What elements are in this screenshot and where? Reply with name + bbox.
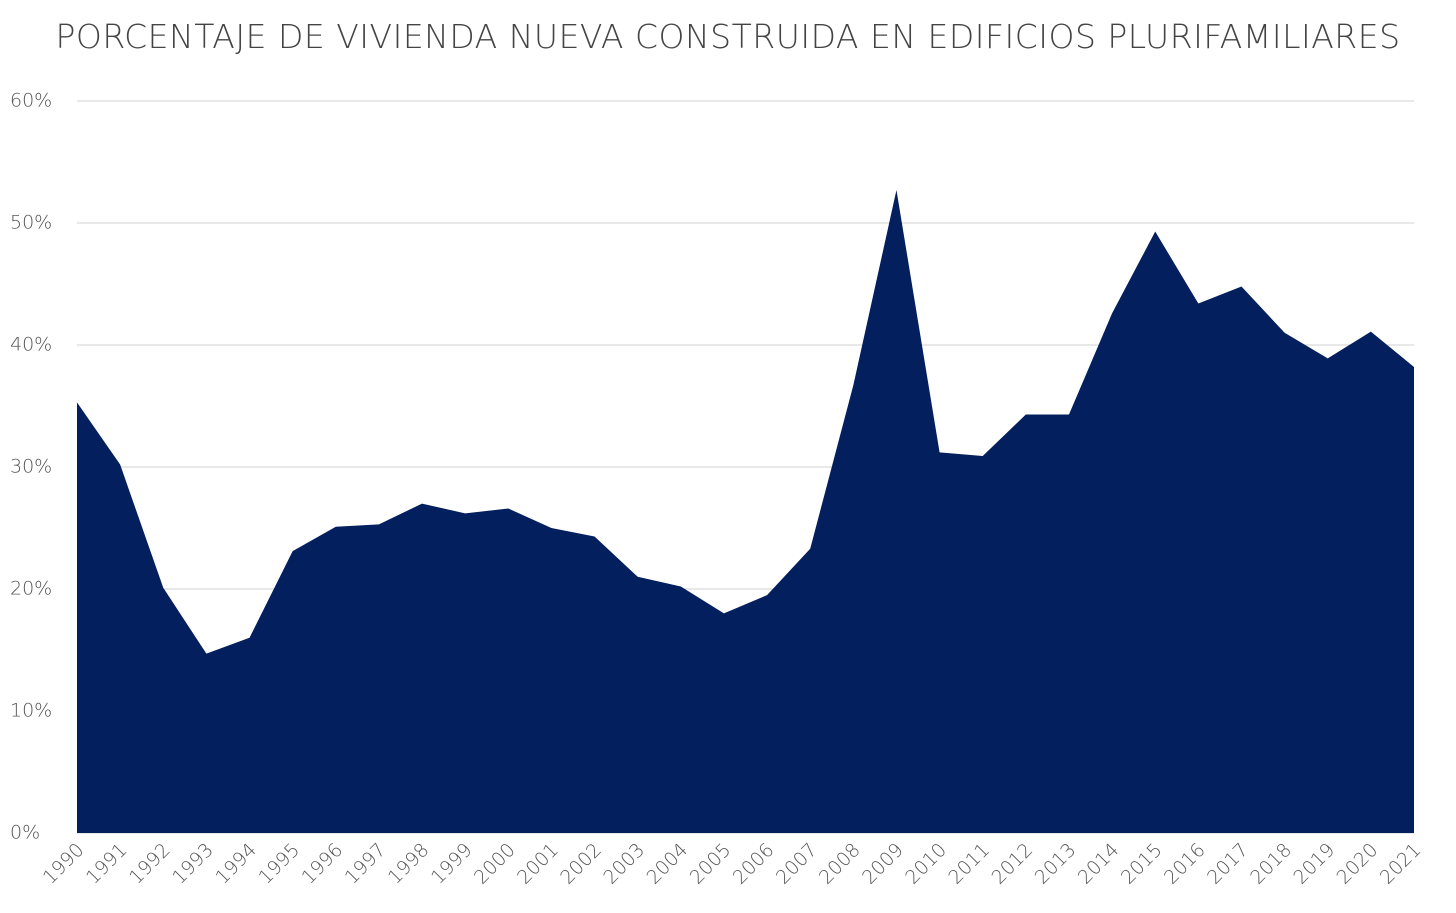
y-tick-label: 30%	[10, 456, 52, 478]
chart-title: PORCENTAJE DE VIVIENDA NUEVA CONSTRUIDA …	[55, 17, 1400, 56]
x-tick-label: 2006	[729, 839, 779, 889]
x-tick-label: 2021	[1376, 839, 1426, 889]
y-tick-label: 20%	[10, 578, 52, 600]
x-tick-label: 1993	[168, 839, 218, 889]
x-tick-label: 2001	[513, 839, 563, 889]
y-tick-label: 0%	[10, 822, 40, 844]
x-tick-label: 1992	[125, 839, 175, 889]
x-tick-label: 1997	[341, 839, 391, 889]
x-tick-label: 2015	[1117, 839, 1167, 889]
x-tick-label: 1996	[297, 839, 347, 889]
x-tick-label: 2013	[1031, 839, 1081, 889]
y-tick-label: 60%	[10, 90, 52, 112]
x-tick-label: 2012	[988, 839, 1038, 889]
x-tick-label: 2005	[686, 839, 736, 889]
x-tick-label: 2018	[1246, 839, 1296, 889]
x-tick-label: 2020	[1333, 839, 1383, 889]
x-tick-label: 1998	[384, 839, 434, 889]
x-tick-label: 1999	[427, 839, 477, 889]
x-tick-label: 2007	[772, 839, 822, 889]
x-tick-label: 2009	[858, 839, 908, 889]
y-tick-label: 50%	[10, 212, 52, 234]
area	[77, 190, 1414, 833]
x-tick-label: 2008	[815, 839, 865, 889]
x-tick-label: 2016	[1160, 839, 1210, 889]
x-tick-label: 2017	[1203, 839, 1253, 889]
x-tick-label: 2010	[901, 839, 951, 889]
x-tick-label: 2000	[470, 839, 520, 889]
x-tick-label: 2014	[1074, 839, 1124, 889]
x-tick-label: 2011	[944, 839, 994, 889]
y-tick-label: 10%	[10, 700, 52, 722]
x-tick-label: 2019	[1289, 839, 1339, 889]
x-tick-label: 1991	[82, 839, 132, 889]
x-tick-label: 1990	[39, 839, 89, 889]
x-tick-label: 2004	[642, 839, 692, 889]
x-tick-label: 2003	[599, 839, 649, 889]
y-tick-label: 40%	[10, 334, 52, 356]
x-tick-label: 1994	[211, 839, 261, 889]
x-tick-label: 1995	[254, 839, 304, 889]
x-tick-label: 2002	[556, 839, 606, 889]
